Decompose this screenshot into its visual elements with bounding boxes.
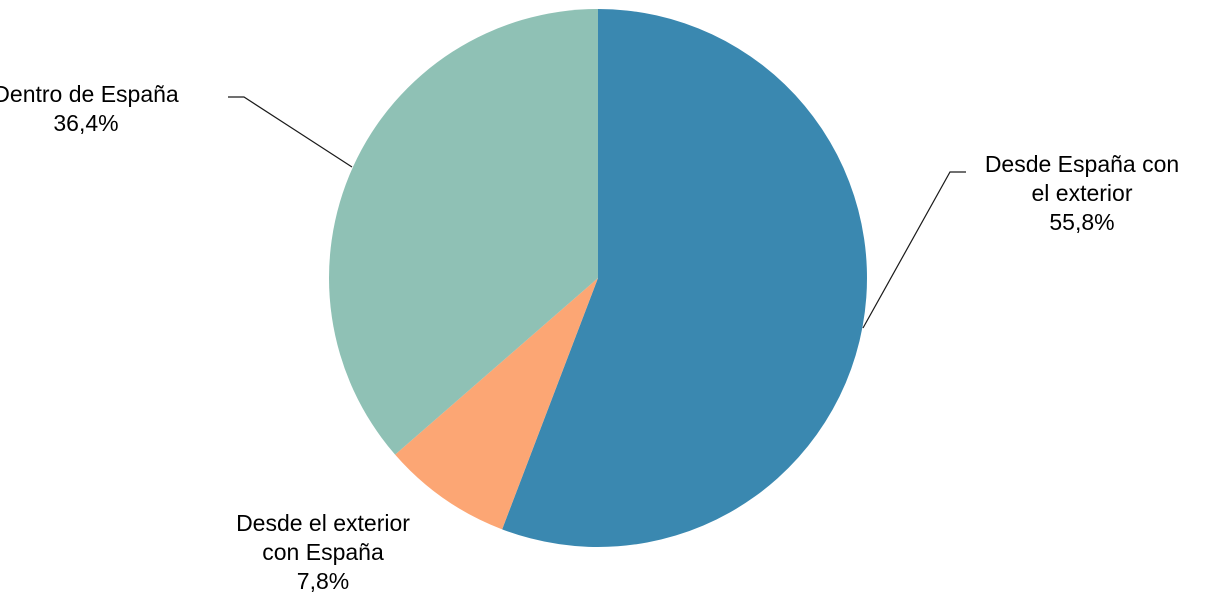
slice-label-3: Dentro de España 36,4% xyxy=(0,81,179,136)
pie-slices xyxy=(328,9,868,548)
slice-name-line: el exterior xyxy=(1032,180,1133,206)
leader-lines xyxy=(228,96,966,329)
slice-name-line: con España xyxy=(262,539,384,565)
pie-slice-3 xyxy=(328,9,598,455)
slice-name-line: Dentro de España xyxy=(0,81,179,107)
slice-value-label: 7,8% xyxy=(297,568,349,594)
slice-label-1: Desde España con el exterior 55,8% xyxy=(985,151,1179,235)
leader-line-1 xyxy=(862,171,966,329)
slice-name-line: Desde el exterior xyxy=(236,510,410,536)
slice-value-label: 55,8% xyxy=(1049,209,1114,235)
pie-slice-1 xyxy=(502,9,868,548)
slice-label-2: Desde el exterior con España 7,8% xyxy=(236,510,410,594)
pie-slice-2 xyxy=(395,278,598,530)
slice-value-label: 36,4% xyxy=(53,110,118,136)
leader-line-3 xyxy=(228,96,353,168)
slice-name-line: Desde España con xyxy=(985,151,1179,177)
slice-labels: Desde España con el exterior 55,8% Desde el… xyxy=(0,81,1179,594)
